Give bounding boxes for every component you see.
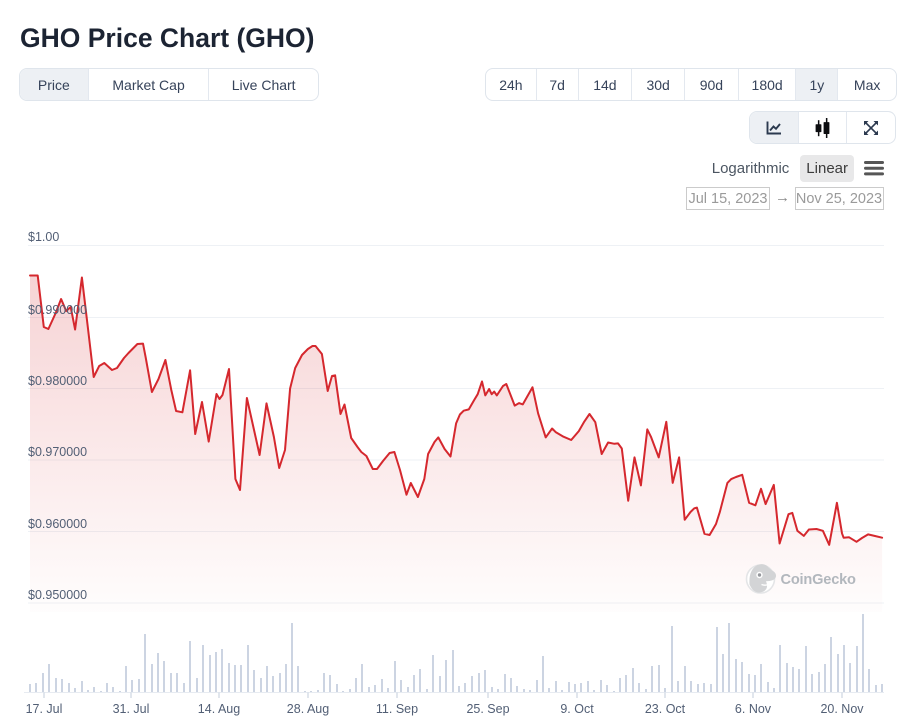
svg-text:CoinGecko: CoinGecko bbox=[781, 572, 857, 588]
